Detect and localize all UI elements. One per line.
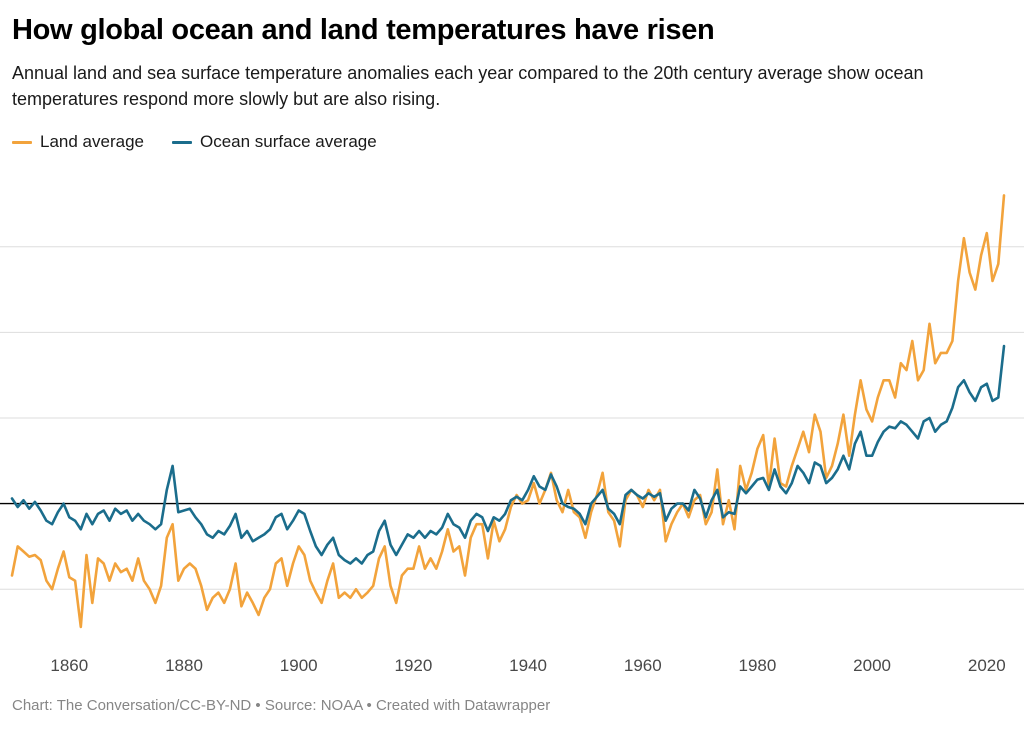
legend-item-ocean: Ocean surface average: [171, 132, 377, 152]
legend-label-land: Land average: [40, 132, 144, 152]
ocean-line-swatch-icon: [171, 140, 192, 144]
land-average-line: [10, 194, 1006, 629]
x-tick-label: 1900: [280, 656, 318, 675]
x-tick-label: 2000: [853, 656, 891, 675]
chart-title: How global ocean and land temperatures h…: [12, 14, 715, 46]
line-chart: 1860 1880 1900 1920 1940 1960 1980 2000 2020: [0, 194, 1024, 675]
land-line-swatch-icon: [12, 140, 32, 144]
x-tick-label: 1940: [509, 656, 547, 675]
legend-item-land: Land average: [12, 132, 144, 152]
x-tick-label: 1880: [165, 656, 203, 675]
x-tick-label: 1860: [50, 656, 88, 675]
chart-card: How global ocean and land temperatures h…: [0, 14, 1024, 752]
attribution-footer: Chart: The Conversation/CC-BY-ND • Sourc…: [12, 697, 551, 715]
x-tick-label: 1960: [624, 656, 662, 675]
x-tick-label: 1980: [738, 656, 776, 675]
legend-label-ocean: Ocean surface average: [199, 132, 377, 152]
x-tick-label: 1920: [394, 656, 432, 675]
x-tick-label: 2020: [968, 656, 1006, 675]
chart-subtitle: Annual land and sea surface temperature …: [12, 63, 924, 109]
x-axis-labels: 1860 1880 1900 1920 1940 1960 1980 2000 2020: [50, 656, 1005, 675]
legend: Land average Ocean surface average: [12, 132, 1024, 152]
ocean-average-line: [10, 345, 1006, 566]
